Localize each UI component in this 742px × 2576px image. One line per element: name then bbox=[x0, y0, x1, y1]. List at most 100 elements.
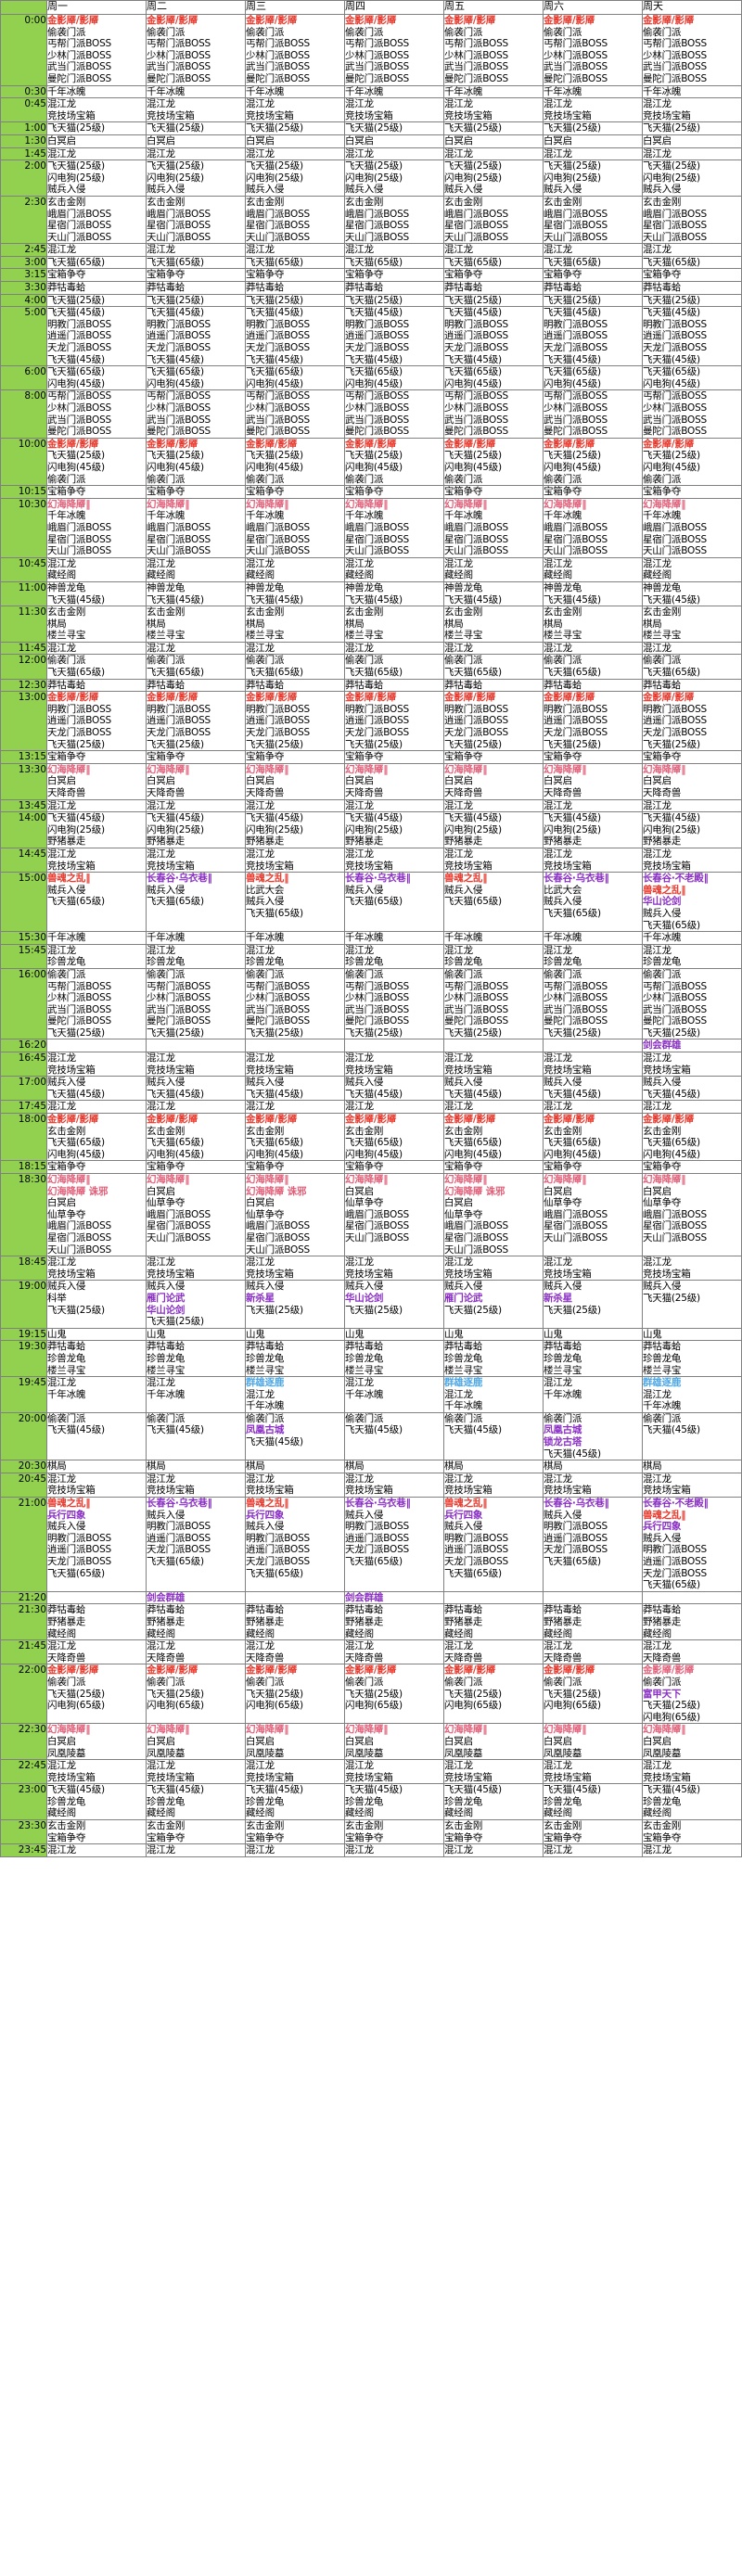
event-name[interactable]: 天山门派BOSS bbox=[444, 1243, 509, 1256]
event-name[interactable]: 飞天猫(25级) bbox=[544, 738, 601, 750]
event-name[interactable]: 宝箱争夺 bbox=[246, 269, 285, 281]
event-name[interactable]: 飞天猫(45级) bbox=[47, 353, 105, 365]
event-name[interactable]: 飞天猫(45级) bbox=[444, 1088, 502, 1100]
event-name[interactable]: 曼陀门派BOSS bbox=[246, 426, 311, 438]
event-cell[interactable]: 混江龙 竞技场宝箱 bbox=[443, 97, 544, 123]
event-cell[interactable]: 金影厣/影厣 明教门派BOSS 逍遥门派BOSS 天龙门派BOSS 飞天猫(25级) bbox=[642, 691, 742, 752]
event-cell[interactable] bbox=[46, 1039, 147, 1053]
event-name[interactable]: 飞天猫(45级) bbox=[643, 1784, 700, 1796]
event-name[interactable]: 竞技场宝箱 bbox=[544, 109, 592, 121]
event-cell[interactable]: 混江龙 bbox=[46, 243, 147, 257]
event-name[interactable]: 珍兽龙龟 bbox=[544, 956, 582, 968]
event-cell[interactable]: 宝箱争夺 bbox=[543, 750, 643, 764]
event-cell[interactable]: 群雄逐鹿 混江龙 千年冰魄 bbox=[443, 1376, 544, 1413]
event-name[interactable]: 混江龙 bbox=[147, 642, 175, 654]
event-name[interactable]: 楼兰寻宝 bbox=[47, 630, 86, 642]
event-name[interactable]: 宝箱争夺 bbox=[246, 1831, 285, 1843]
event-cell[interactable]: 飞天猫(45级) 明教门派BOSS 逍遥门派BOSS 天龙门派BOSS 飞天猫(45级) bbox=[46, 306, 147, 367]
event-cell[interactable]: 贼兵入侵 飞天猫(25级) bbox=[642, 1280, 742, 1329]
event-name[interactable]: 棋局 bbox=[147, 1460, 166, 1473]
event-cell[interactable]: 莽牯毒蛤 bbox=[146, 678, 246, 693]
event-cell[interactable]: 玄击金刚 棋局 楼兰寻宝 bbox=[245, 606, 345, 643]
event-cell[interactable]: 飞天猫(45级) 珍兽龙龟 藏经阁 bbox=[245, 1783, 345, 1821]
event-name[interactable]: 天山门派BOSS bbox=[147, 1231, 211, 1243]
event-name[interactable]: 武当门派BOSS bbox=[147, 1003, 211, 1015]
event-cell[interactable]: 混江龙 竞技场宝箱 bbox=[46, 847, 147, 874]
event-name[interactable]: 混江龙 bbox=[47, 944, 76, 956]
event-name[interactable]: 混江龙 bbox=[643, 557, 672, 569]
event-name[interactable]: 宝箱争夺 bbox=[246, 486, 285, 498]
event-name[interactable]: 飞天猫(25级) bbox=[246, 1688, 303, 1700]
event-name[interactable]: 丐帮门派BOSS bbox=[246, 38, 311, 50]
event-name[interactable]: 丐帮门派BOSS bbox=[544, 390, 608, 402]
event-name[interactable]: 飞天猫(25级) bbox=[544, 450, 601, 462]
event-name[interactable]: 宝箱争夺 bbox=[544, 486, 582, 498]
event-name[interactable]: 曼陀门派BOSS bbox=[643, 1015, 708, 1027]
event-cell[interactable]: 混江龙 竞技场宝箱 bbox=[543, 1759, 643, 1785]
event-name[interactable]: 武当门派BOSS bbox=[147, 414, 211, 426]
event-name[interactable]: 混江龙 bbox=[544, 1256, 572, 1269]
event-name[interactable]: 飞天猫(25级) bbox=[345, 122, 403, 134]
event-name[interactable]: 宝箱争夺 bbox=[444, 269, 483, 281]
event-name[interactable]: 宝箱争夺 bbox=[643, 269, 682, 281]
event-name[interactable]: 金影厣/影厣 bbox=[147, 438, 198, 450]
event-name[interactable]: 偷袭门派 bbox=[147, 655, 186, 667]
event-name[interactable]: 幻海降厣‖ bbox=[246, 1724, 289, 1736]
event-cell[interactable]: 神兽龙龟 飞天猫(45级) bbox=[543, 580, 643, 607]
event-name[interactable]: 金影厣/影厣 bbox=[643, 1114, 695, 1126]
event-name[interactable]: 竞技场宝箱 bbox=[345, 1771, 393, 1783]
event-cell[interactable]: 金影厣/影厣 偷袭门派 飞天猫(25级) 闪电狗(65级) bbox=[344, 1664, 444, 1725]
event-name[interactable]: 贼兵入侵 bbox=[147, 184, 186, 196]
event-name[interactable]: 飞天猫(45级) bbox=[444, 593, 502, 606]
event-cell[interactable]: 莽牯毒蛤 野猪暴走 藏经阁 bbox=[245, 1603, 345, 1641]
event-name[interactable]: 飞天猫(65级) bbox=[643, 667, 700, 679]
event-name[interactable]: 莽牯毒蛤 bbox=[444, 679, 483, 691]
event-cell[interactable]: 飞天猫(65级) 闪电狗(45级) bbox=[443, 365, 544, 391]
event-name[interactable]: 千年冰魄 bbox=[147, 85, 186, 97]
event-name[interactable]: 天龙门派BOSS bbox=[345, 1544, 410, 1556]
event-name[interactable]: 混江龙 bbox=[544, 147, 572, 159]
event-name[interactable]: 丐帮门派BOSS bbox=[643, 390, 708, 402]
event-name[interactable]: 藏经阁 bbox=[246, 569, 275, 581]
event-name[interactable]: 竞技场宝箱 bbox=[643, 109, 691, 121]
event-cell[interactable]: 贼兵入侵 雁门论武 飞天猫(25级) bbox=[443, 1280, 544, 1329]
event-name[interactable]: 群雄逐鹿 bbox=[246, 1377, 285, 1389]
event-cell[interactable]: 偷袭门派 飞天猫(65级) bbox=[245, 654, 345, 680]
event-name[interactable]: 飞天猫(65级) bbox=[643, 256, 700, 268]
event-name[interactable]: 丐帮门派BOSS bbox=[544, 38, 608, 50]
event-cell[interactable]: 山鬼 bbox=[443, 1327, 544, 1342]
event-name[interactable]: 千年冰魄 bbox=[246, 85, 285, 97]
event-cell[interactable]: 混江龙 bbox=[245, 641, 345, 656]
event-name[interactable]: 棋局 bbox=[643, 618, 662, 630]
event-name[interactable]: 千年冰魄 bbox=[246, 1400, 285, 1412]
event-name[interactable]: 武当门派BOSS bbox=[643, 1003, 708, 1015]
event-name[interactable]: 藏经阁 bbox=[246, 1627, 275, 1639]
event-name[interactable]: 天龙门派BOSS bbox=[246, 1556, 311, 1567]
event-name[interactable]: 飞天猫(25级) bbox=[643, 738, 700, 750]
event-name[interactable]: 白冥启 bbox=[147, 134, 175, 147]
event-name[interactable]: 少林门派BOSS bbox=[47, 402, 112, 414]
event-name[interactable]: 混江龙 bbox=[246, 1473, 275, 1485]
event-name[interactable]: 玄击金刚 bbox=[544, 196, 582, 208]
event-name[interactable]: 飞天猫(65级) bbox=[544, 907, 601, 919]
event-cell[interactable]: 混江龙 竞技场宝箱 bbox=[443, 1472, 544, 1498]
event-name[interactable]: 幻海降厣‖ bbox=[544, 1724, 587, 1736]
event-name[interactable]: 飞天猫(45级) bbox=[246, 812, 303, 824]
event-name[interactable]: 偷袭门派 bbox=[544, 473, 582, 485]
event-name[interactable]: 闪电狗(25级) bbox=[147, 823, 204, 835]
event-name[interactable]: 飞天猫(45级) bbox=[643, 812, 700, 824]
event-name[interactable]: 野猪暴走 bbox=[444, 1615, 483, 1627]
event-name[interactable]: 藏经阁 bbox=[643, 569, 672, 581]
event-name[interactable]: 野猪暴走 bbox=[444, 835, 483, 848]
event-name[interactable]: 珍兽龙龟 bbox=[147, 956, 186, 968]
event-name[interactable]: 珍兽龙龟 bbox=[47, 1352, 86, 1364]
event-name[interactable]: 藏经阁 bbox=[147, 1807, 175, 1819]
event-name[interactable]: 混江龙 bbox=[47, 1844, 76, 1856]
event-name[interactable]: 兽魂之乱‖ bbox=[47, 873, 91, 885]
event-name[interactable]: 闪电狗(65级) bbox=[345, 1700, 403, 1712]
event-name[interactable]: 宝箱争夺 bbox=[643, 486, 682, 498]
event-name[interactable]: 富甲天下 bbox=[643, 1688, 682, 1700]
event-name[interactable]: 仙草争夺 bbox=[147, 1197, 186, 1209]
event-cell[interactable]: 金影厣/影厣 偷袭门派 飞天猫(25级) 闪电狗(65级) bbox=[543, 1664, 643, 1725]
event-cell[interactable]: 混江龙 藏经阁 bbox=[245, 556, 345, 582]
